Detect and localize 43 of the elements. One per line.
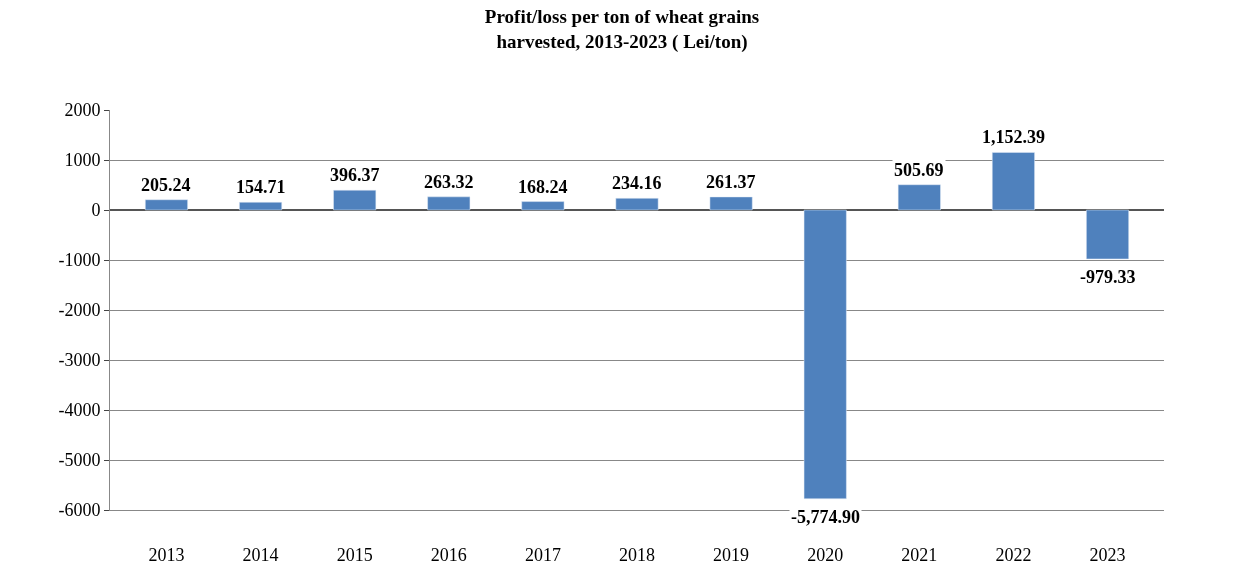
- data-label: 154.71: [236, 177, 286, 197]
- data-label: 1,152.39: [982, 127, 1045, 147]
- data-label: 396.37: [330, 165, 380, 185]
- chart-title: Profit/loss per ton of wheat grains harvested, 2013-2023 ( Lei/ton): [484, 6, 760, 53]
- bar: [1086, 209, 1129, 260]
- data-label: 205.24: [141, 175, 191, 195]
- bar: [521, 201, 565, 211]
- bar: [615, 198, 659, 211]
- y-tick-label: 0: [91, 200, 101, 221]
- x-tick-label: 2019: [713, 544, 750, 565]
- data-label: 168.24: [518, 177, 568, 197]
- bar: [709, 196, 753, 211]
- data-label: -5,774.90: [791, 507, 860, 527]
- data-label: -979.33: [1080, 267, 1136, 287]
- y-tick-label: -1000: [58, 250, 101, 271]
- x-tick-label: 2015: [336, 544, 373, 565]
- bar: [239, 202, 282, 211]
- x-tick-label: 2020: [807, 544, 844, 565]
- x-tick-label: 2022: [995, 544, 1032, 565]
- y-tick-label: 1000: [64, 150, 101, 171]
- x-tick-label: 2023: [1089, 544, 1126, 565]
- bar: [427, 196, 471, 211]
- x-tick-label: 2014: [242, 544, 279, 565]
- bar: [803, 209, 847, 499]
- bar: [897, 184, 941, 211]
- bar: [333, 189, 377, 211]
- bar: [992, 152, 1035, 211]
- y-tick-label: -3000: [58, 350, 101, 371]
- data-label: 261.37: [706, 172, 756, 192]
- y-tick-label: -5000: [58, 450, 101, 471]
- x-tick-label: 2021: [901, 544, 938, 565]
- data-label: 505.69: [894, 160, 944, 180]
- y-tick-label: -4000: [58, 400, 101, 421]
- y-tick-label: -2000: [58, 300, 101, 321]
- x-tick-label: 2018: [619, 544, 655, 565]
- y-tick-label: -6000: [58, 500, 101, 521]
- x-tick-label: 2017: [524, 544, 561, 565]
- x-tick-label: 2013: [148, 544, 185, 565]
- data-label: 234.16: [612, 173, 662, 193]
- bar: [145, 199, 188, 211]
- data-label: 263.32: [424, 172, 474, 192]
- x-tick-label: 2016: [430, 544, 467, 565]
- y-tick-label: 2000: [64, 100, 101, 121]
